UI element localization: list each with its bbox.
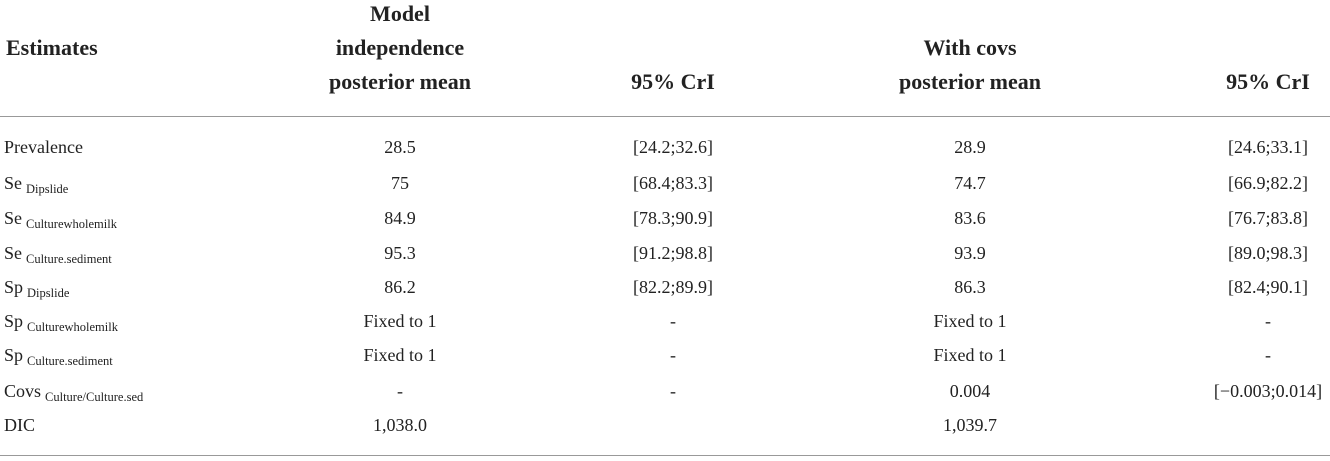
cell: - (670, 311, 676, 331)
cell: 0.004 (949, 381, 991, 401)
cell: 75 (391, 173, 409, 193)
cell: - (1265, 345, 1271, 365)
header-cell: posterior mean (899, 69, 1041, 94)
cell: [24.2;32.6] (633, 137, 713, 157)
header-rule (0, 116, 1330, 117)
label-sub: Culture/Culture.sed (45, 390, 144, 404)
label-main: Prevalence (4, 137, 83, 157)
label-sub: Culturewholemilk (27, 320, 118, 334)
cell: 95.3 (384, 243, 416, 263)
label-sub: Dipslide (27, 286, 70, 300)
cell: 84.9 (384, 208, 416, 228)
cell: [82.4;90.1] (1228, 277, 1308, 297)
cell: [78.3;90.9] (633, 208, 713, 228)
cell: Fixed to 1 (363, 311, 437, 331)
header-cell: 95% CrI (1226, 69, 1310, 94)
label-main: DIC (4, 415, 35, 435)
cell: [82.2;89.9] (633, 277, 713, 297)
cell: 74.7 (954, 173, 986, 193)
cell: 28.5 (384, 137, 416, 157)
row-label: DIC (4, 413, 35, 437)
cell: [68.4;83.3] (633, 173, 713, 193)
row-label: Prevalence (4, 135, 83, 159)
cell: 86.2 (384, 277, 416, 297)
cell: [−0.003;0.014] (1213, 381, 1323, 401)
bottom-rule (0, 455, 1330, 456)
label-main: Sp (4, 277, 24, 297)
header-cell: posterior mean (329, 69, 471, 94)
row-label: Se Culture.sediment (4, 241, 112, 267)
cell: - (670, 345, 676, 365)
cell: 93.9 (954, 243, 986, 263)
cell: - (670, 381, 676, 401)
cell: Fixed to 1 (933, 345, 1007, 365)
header-cell: With covs (923, 35, 1017, 60)
header-cell: independence (335, 35, 465, 60)
cell: 86.3 (954, 277, 986, 297)
cell: [91.2;98.8] (633, 243, 713, 263)
row-label: Covs Culture/Culture.sed (4, 379, 143, 405)
cell: Fixed to 1 (933, 311, 1007, 331)
row-label: Sp Culture.sediment (4, 343, 113, 369)
label-main: Se (4, 243, 22, 263)
row-label: Se Dipslide (4, 171, 68, 197)
cell: [66.9;82.2] (1228, 173, 1308, 193)
header-cell: Estimates (6, 35, 98, 60)
cell: [76.7;83.8] (1228, 208, 1308, 228)
cell: - (397, 381, 403, 401)
label-main: Sp (4, 345, 24, 365)
row-label: Sp Culturewholemilk (4, 309, 118, 335)
row-label: Sp Dipslide (4, 275, 69, 301)
header-cell: 95% CrI (631, 69, 715, 94)
label-sub: Culture.sediment (27, 354, 113, 368)
cell: - (1265, 311, 1271, 331)
label-main: Sp (4, 311, 24, 331)
cell: 1,038.0 (373, 415, 427, 435)
cell: 28.9 (954, 137, 986, 157)
label-sub: Culturewholemilk (26, 217, 117, 231)
label-main: Covs (4, 381, 42, 401)
label-main: Se (4, 208, 22, 228)
label-sub: Culture.sediment (26, 252, 112, 266)
cell: 83.6 (954, 208, 986, 228)
row-label: Se Culturewholemilk (4, 206, 117, 232)
cell: Fixed to 1 (363, 345, 437, 365)
label-main: Se (4, 173, 22, 193)
label-sub: Dipslide (26, 182, 69, 196)
cell: 1,039.7 (943, 415, 997, 435)
cell: [89.0;98.3] (1228, 243, 1308, 263)
cell: [24.6;33.1] (1228, 137, 1308, 157)
header-cell: Model (370, 1, 430, 26)
